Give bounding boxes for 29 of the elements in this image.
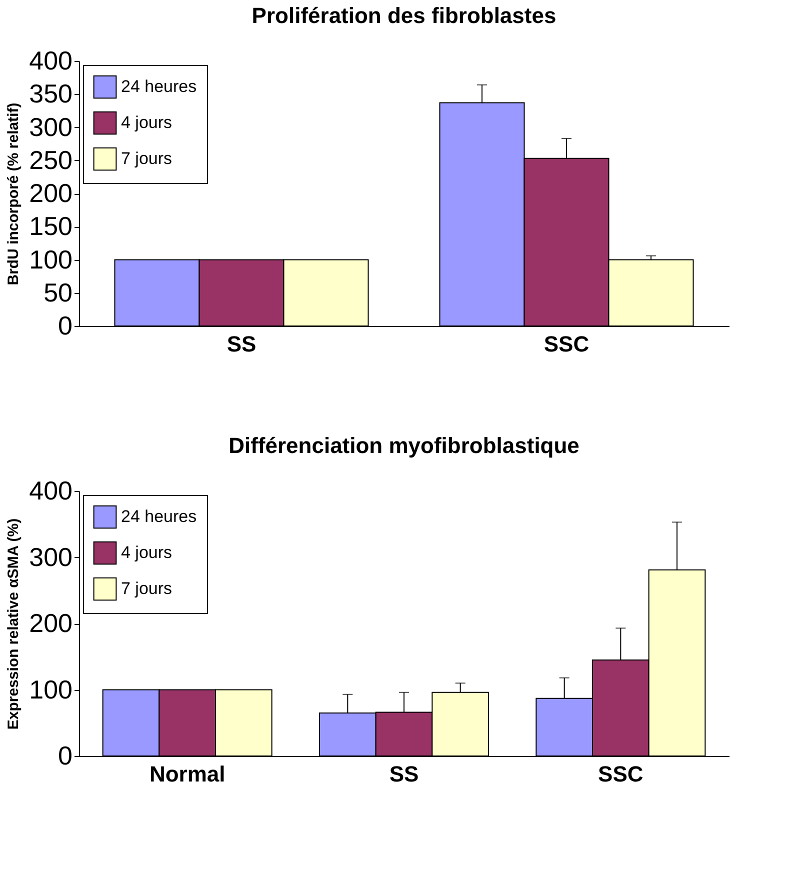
y-tick-label: 200 [29,178,72,208]
legend-label: 7 jours [121,149,172,168]
chart-title: Prolifération des fibroblastes [252,3,556,28]
x-tick-label: SS [389,762,419,786]
x-tick-label: SS [226,332,256,356]
x-tick-label: SSC [598,762,644,786]
y-tick-label: 0 [58,740,72,770]
chart-title: Différenciation myofibroblastique [228,433,580,458]
legend-label: 4 jours [121,113,172,132]
y-tick-label: 300 [29,112,72,142]
legend-label: 7 jours [121,579,172,598]
y-tick-label: 150 [29,211,72,242]
y-tick-label: 300 [29,542,72,572]
legend-label: 24 heures [121,77,197,96]
legend-label: 24 heures [121,507,197,526]
legend-label: 4 jours [121,543,172,562]
y-tick-label: 50 [44,277,72,308]
y-tick-label: 100 [29,244,72,274]
y-tick-label: 400 [29,476,72,506]
y-tick-label: 250 [29,144,72,175]
y-tick-label: 200 [29,608,72,638]
y-tick-label: 100 [29,674,72,704]
y-axis-title: Expression relative αSMA (%) [5,518,22,730]
x-tick-label: SSC [544,332,590,356]
y-axis-title: BrdU incorporé (% relatif) [5,102,22,286]
y-tick-label: 400 [29,46,72,76]
x-tick-label: Normal [149,762,226,786]
y-tick-label: 0 [58,310,72,340]
y-tick-label: 350 [29,78,72,109]
